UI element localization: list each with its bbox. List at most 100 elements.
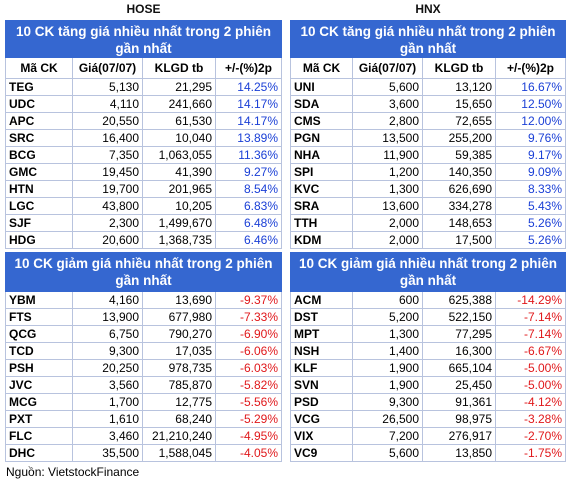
table-cell: 1,700 bbox=[72, 394, 142, 410]
table-cell: ACM bbox=[290, 292, 352, 308]
exchange-panel: HNX 10 CK tăng giá nhiều nhất trong 2 phi… bbox=[290, 0, 566, 462]
table-cell: 25,450 bbox=[422, 377, 495, 393]
table-cell: 665,104 bbox=[422, 360, 495, 376]
table-cell: 2,000 bbox=[352, 215, 422, 231]
table-cell: -2.70% bbox=[495, 428, 566, 444]
exchange-name: HNX bbox=[415, 2, 441, 16]
table-cell: UDC bbox=[5, 96, 72, 112]
table-row: SDA 3,600 15,650 12.50% bbox=[290, 96, 566, 113]
table-row: MPT 1,300 77,295 -7.14% bbox=[290, 326, 566, 343]
table-cell: SJF bbox=[5, 215, 72, 231]
table-row: DST 5,200 522,150 -7.14% bbox=[290, 309, 566, 326]
table-cell: 13,600 bbox=[352, 198, 422, 214]
table-row: Mã CK Giá(07/07) KLGD tb +/-(%)2p bbox=[290, 58, 566, 79]
table-cell: CMS bbox=[290, 113, 352, 129]
table-row: DHC 35,500 1,588,045 -4.05% bbox=[5, 445, 282, 462]
table-row: MCG 1,700 12,775 -5.56% bbox=[5, 394, 282, 411]
table-cell: -5.82% bbox=[215, 377, 282, 393]
table-cell: 276,917 bbox=[422, 428, 495, 444]
table-row: VIX 7,200 276,917 -2.70% bbox=[290, 428, 566, 445]
table-row: PSH 20,250 978,735 -6.03% bbox=[5, 360, 282, 377]
table-row: YBM 4,160 13,690 -9.37% bbox=[5, 292, 282, 309]
table-cell: 11.36% bbox=[215, 147, 282, 163]
table-cell: 6.83% bbox=[215, 198, 282, 214]
table-cell: 334,278 bbox=[422, 198, 495, 214]
table-cell: LGC bbox=[5, 198, 72, 214]
table-cell: 241,660 bbox=[142, 96, 215, 112]
table-cell: 1,499,670 bbox=[142, 215, 215, 231]
table-row: NHA 11,900 59,385 9.17% bbox=[290, 147, 566, 164]
table-cell: SDA bbox=[290, 96, 352, 112]
table-cell: 5.26% bbox=[495, 215, 566, 231]
table-cell: 15,650 bbox=[422, 96, 495, 112]
table-cell: 72,655 bbox=[422, 113, 495, 129]
table-cell: MCG bbox=[5, 394, 72, 410]
table-row: PSD 9,300 91,361 -4.12% bbox=[290, 394, 566, 411]
table-cell: 625,388 bbox=[422, 292, 495, 308]
table-cell: 6,750 bbox=[72, 326, 142, 342]
table-cell: 5,130 bbox=[72, 79, 142, 95]
table-cell: 5,200 bbox=[352, 309, 422, 325]
table-cell: 1,368,735 bbox=[142, 232, 215, 248]
table-cell: 16,400 bbox=[72, 130, 142, 146]
table-title: 10 CK giảm giá nhiều nhất trong 2 phiên … bbox=[5, 252, 282, 292]
table-cell: 1,610 bbox=[72, 411, 142, 427]
table-cell: 140,350 bbox=[422, 164, 495, 180]
table-row: SRA 13,600 334,278 5.43% bbox=[290, 198, 566, 215]
table-row: SJF 2,300 1,499,670 6.48% bbox=[5, 215, 282, 232]
table-cell: 3,560 bbox=[72, 377, 142, 393]
table-cell: SRC bbox=[5, 130, 72, 146]
table-cell: FTS bbox=[5, 309, 72, 325]
table-cell: 59,385 bbox=[422, 147, 495, 163]
table-cell: -5.29% bbox=[215, 411, 282, 427]
table-cell: 13,120 bbox=[422, 79, 495, 95]
table-cell: SVN bbox=[290, 377, 352, 393]
table-row: BCG 7,350 1,063,055 11.36% bbox=[5, 147, 282, 164]
table-cell: 1,900 bbox=[352, 360, 422, 376]
table-cell: Mã CK bbox=[290, 58, 352, 78]
table-cell: 9.17% bbox=[495, 147, 566, 163]
table-cell: 5.43% bbox=[495, 198, 566, 214]
table-cell: 600 bbox=[352, 292, 422, 308]
table-cell: 677,980 bbox=[142, 309, 215, 325]
table-cell: 17,500 bbox=[422, 232, 495, 248]
table-title: 10 CK giảm giá nhiều nhất trong 2 phiên … bbox=[290, 252, 566, 292]
table-cell: 41,390 bbox=[142, 164, 215, 180]
table-cell: 4,160 bbox=[72, 292, 142, 308]
table-cell: 43,800 bbox=[72, 198, 142, 214]
table-cell: -5.00% bbox=[495, 377, 566, 393]
table-cell: DST bbox=[290, 309, 352, 325]
table-cell: 9.27% bbox=[215, 164, 282, 180]
table-row: HDG 20,600 1,368,735 6.46% bbox=[5, 232, 282, 249]
table-cell: KLGD tb bbox=[142, 58, 215, 78]
table-cell: VIX bbox=[290, 428, 352, 444]
table-cell: 98,975 bbox=[422, 411, 495, 427]
exchange-name: HOSE bbox=[126, 2, 161, 16]
table-row: KLF 1,900 665,104 -5.00% bbox=[290, 360, 566, 377]
table-cell: Mã CK bbox=[5, 58, 72, 78]
table-cell: 68,240 bbox=[142, 411, 215, 427]
table-cell: 8.54% bbox=[215, 181, 282, 197]
table-cell: QCG bbox=[5, 326, 72, 342]
table-cell: 1,900 bbox=[352, 377, 422, 393]
table-cell: 2,000 bbox=[352, 232, 422, 248]
exchange-panel: HOSE 10 CK tăng giá nhiều nhất trong 2 ph… bbox=[5, 0, 282, 462]
table-cell: 9,300 bbox=[352, 394, 422, 410]
table-cell: 1,300 bbox=[352, 326, 422, 342]
table-cell: -1.75% bbox=[495, 445, 566, 461]
table-row: GMC 19,450 41,390 9.27% bbox=[5, 164, 282, 181]
table-cell: -9.37% bbox=[215, 292, 282, 308]
table-cell: 13,850 bbox=[422, 445, 495, 461]
table-cell: 77,295 bbox=[422, 326, 495, 342]
table-cell: KDM bbox=[290, 232, 352, 248]
table-cell: MPT bbox=[290, 326, 352, 342]
table-cell: KVC bbox=[290, 181, 352, 197]
table-cell: GMC bbox=[5, 164, 72, 180]
table-cell: 20,550 bbox=[72, 113, 142, 129]
table-cell: 13,900 bbox=[72, 309, 142, 325]
table-cell: -4.05% bbox=[215, 445, 282, 461]
table-cell: JVC bbox=[5, 377, 72, 393]
table-cell: 790,270 bbox=[142, 326, 215, 342]
table-cell: 91,361 bbox=[422, 394, 495, 410]
table-cell: VC9 bbox=[290, 445, 352, 461]
